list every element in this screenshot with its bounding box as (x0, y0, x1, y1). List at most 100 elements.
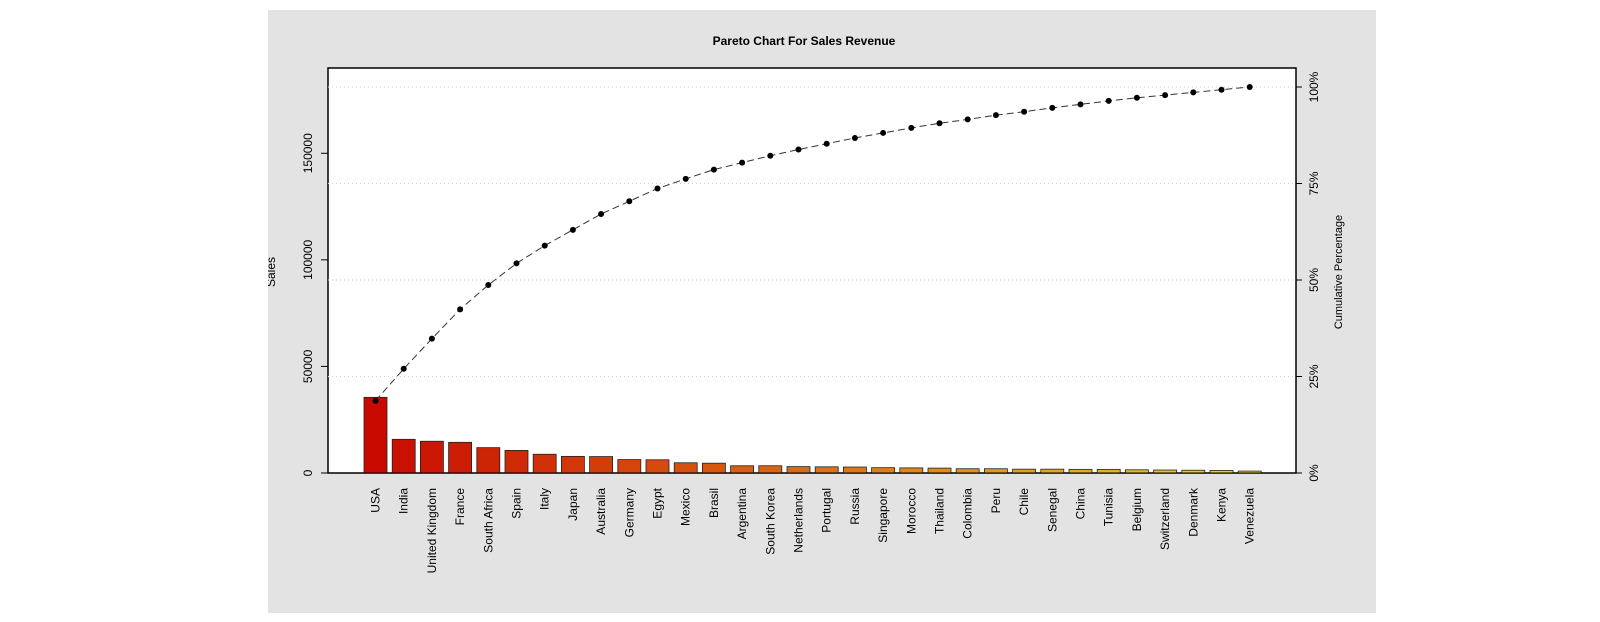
bar (927, 467, 952, 474)
x-tick-label: Egypt (651, 487, 665, 518)
bar (899, 467, 924, 474)
cumulative-point (569, 226, 576, 233)
bar (645, 459, 670, 474)
cumulative-point (598, 210, 605, 217)
bar (843, 466, 867, 474)
bar (1096, 468, 1121, 474)
cumulative-point (513, 260, 520, 267)
bar (871, 467, 895, 474)
cumulative-point (682, 175, 689, 182)
cumulative-point (880, 129, 887, 136)
x-tick-label: Argentina (735, 488, 749, 540)
cumulative-point (372, 397, 379, 404)
y2-tick-label: 0% (1307, 464, 1321, 482)
bar (448, 441, 473, 474)
x-tick-label: Brasil (707, 488, 721, 518)
cumulative-point (541, 242, 548, 249)
cumulative-point (936, 120, 943, 127)
x-tick-label: Netherlands (792, 488, 806, 553)
bar (560, 455, 585, 474)
chart-panel: Pareto Chart For Sales Revenue 0 50000 100… (268, 10, 1376, 613)
x-tick-label: Japan (566, 488, 580, 521)
plot-area (327, 67, 1297, 474)
x-tick-label: South Africa (481, 488, 495, 553)
x-tick-label: Mexico (679, 488, 693, 526)
x-tick-label: Chile (1017, 488, 1031, 516)
cumulative-point (1190, 89, 1197, 96)
x-tick-label: France (453, 488, 467, 526)
x-tick-label: Russia (848, 488, 862, 525)
cumulative-point (457, 306, 464, 313)
bar (504, 450, 529, 474)
cumulative-point (1162, 92, 1169, 99)
x-tick-label: Germany (622, 488, 636, 537)
x-axis: USA India United Kingdom France South Africa… (358, 472, 1268, 573)
bar (786, 466, 811, 474)
cumulative-point (1246, 84, 1253, 90)
cumulative-point (823, 140, 830, 147)
chart-title: Pareto Chart For Sales Revenue (713, 34, 896, 48)
x-tick-label: India (397, 488, 411, 514)
y-tick-label: 50000 (301, 349, 315, 383)
cumulative-point (767, 152, 774, 159)
bar (814, 466, 839, 474)
x-tick-label: Switzerland (1158, 488, 1172, 550)
x-tick-label: Tunisia (1102, 488, 1116, 527)
bar (532, 453, 557, 474)
bars (363, 396, 1262, 474)
cumulative-point (626, 198, 633, 205)
bar (589, 456, 614, 474)
bar (1040, 468, 1065, 474)
cumulative-point (1218, 86, 1225, 93)
x-tick-label: Senegal (1045, 488, 1059, 532)
x-tick-label: Morocco (904, 488, 918, 534)
bar (363, 396, 388, 474)
x-tick-label: Portugal (820, 488, 834, 533)
y-tick-label: 0 (301, 469, 315, 476)
y-axis-label: Sales (268, 257, 278, 287)
x-tick-label: Venezuela (1243, 488, 1257, 544)
cumulative-point (739, 159, 746, 166)
cumulative-point (992, 112, 999, 119)
cumulative-point (851, 134, 858, 141)
left-axis: 0 50000 100000 150000 (301, 133, 328, 476)
bar (476, 447, 501, 474)
cumulative-polyline (375, 86, 1250, 402)
cumulative-point (1021, 108, 1028, 115)
x-tick-label: Peru (989, 488, 1003, 513)
y-tick-label: 150000 (301, 133, 315, 173)
bar (419, 440, 444, 474)
grid-lines (328, 86, 1296, 377)
x-tick-label: Colombia (961, 488, 975, 539)
y-tick-label: 100000 (301, 239, 315, 279)
cumulative-point (795, 146, 802, 153)
y2-tick-label: 25% (1307, 364, 1321, 388)
bar (984, 468, 1008, 474)
x-tick-label: USA (369, 488, 383, 513)
cumulative-point (654, 185, 661, 192)
y2-tick-label: 75% (1307, 171, 1321, 195)
x-tick-label: Kenya (1215, 488, 1229, 522)
bar (1012, 468, 1036, 474)
x-tick-label: Singapore (876, 488, 890, 543)
pareto-chart: Pareto Chart For Sales Revenue 0 50000 100… (268, 34, 1345, 573)
x-tick-label: Denmark (1186, 487, 1200, 537)
cumulative-point (1049, 104, 1056, 111)
bar (1068, 468, 1093, 474)
x-tick-label: Italy (538, 488, 552, 510)
x-tick-label: Spain (510, 488, 524, 519)
x-tick-label: China (1074, 488, 1088, 520)
bar (617, 459, 642, 474)
bar (730, 465, 755, 474)
x-tick-label: Australia (594, 488, 608, 535)
cumulative-point (1077, 101, 1084, 108)
x-tick-label: United Kingdom (425, 488, 439, 573)
y2-tick-label: 100% (1307, 71, 1321, 102)
cumulative-point (964, 116, 971, 123)
y2-axis-label: Cumulative Percentage (1333, 215, 1345, 329)
bar (673, 462, 698, 474)
cumulative-line (372, 84, 1253, 404)
cumulative-point (1105, 97, 1112, 104)
right-axis: 0% 25% 50% 75% 100% (1296, 71, 1321, 482)
x-tick-label: Thailand (933, 488, 947, 534)
